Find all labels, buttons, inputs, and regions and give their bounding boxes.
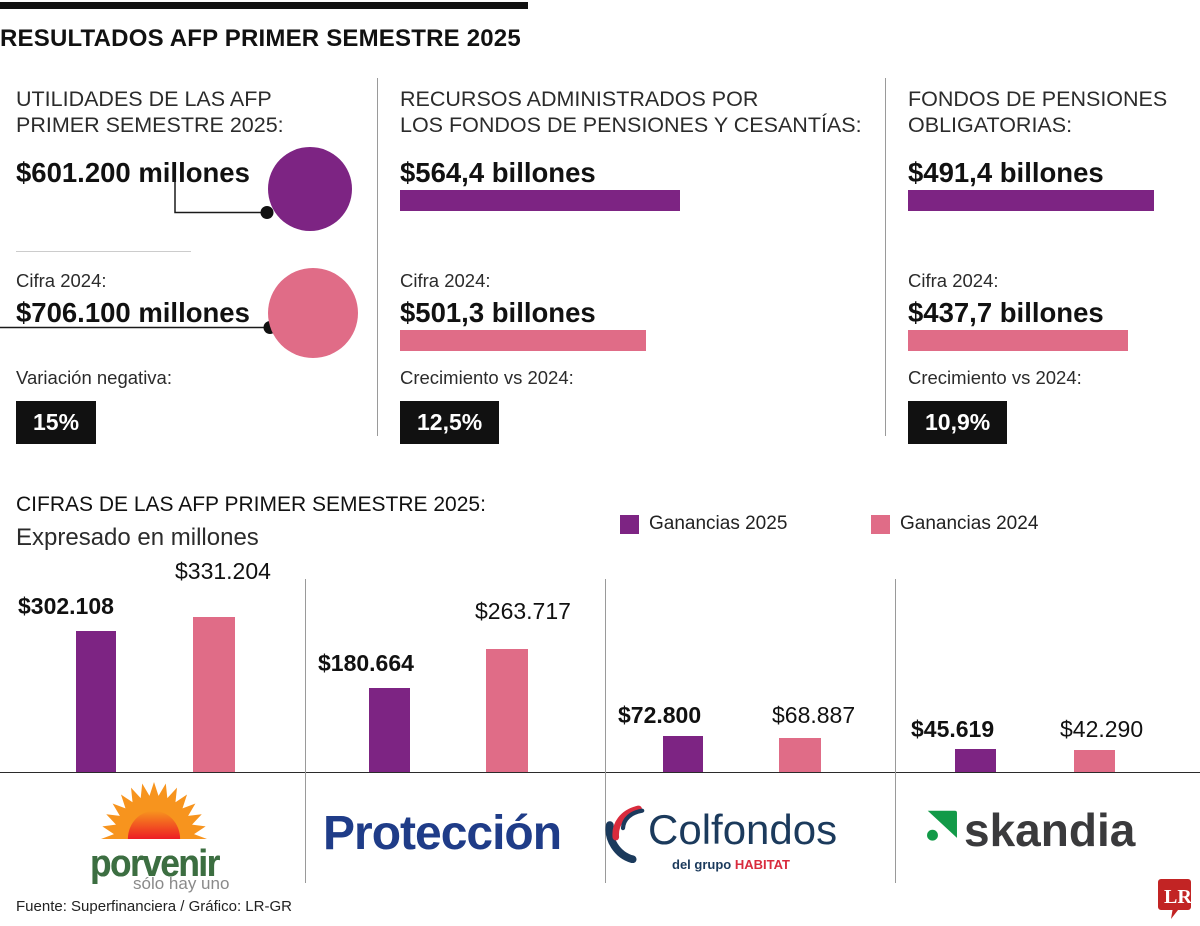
svg-text:LR: LR	[1164, 886, 1192, 908]
